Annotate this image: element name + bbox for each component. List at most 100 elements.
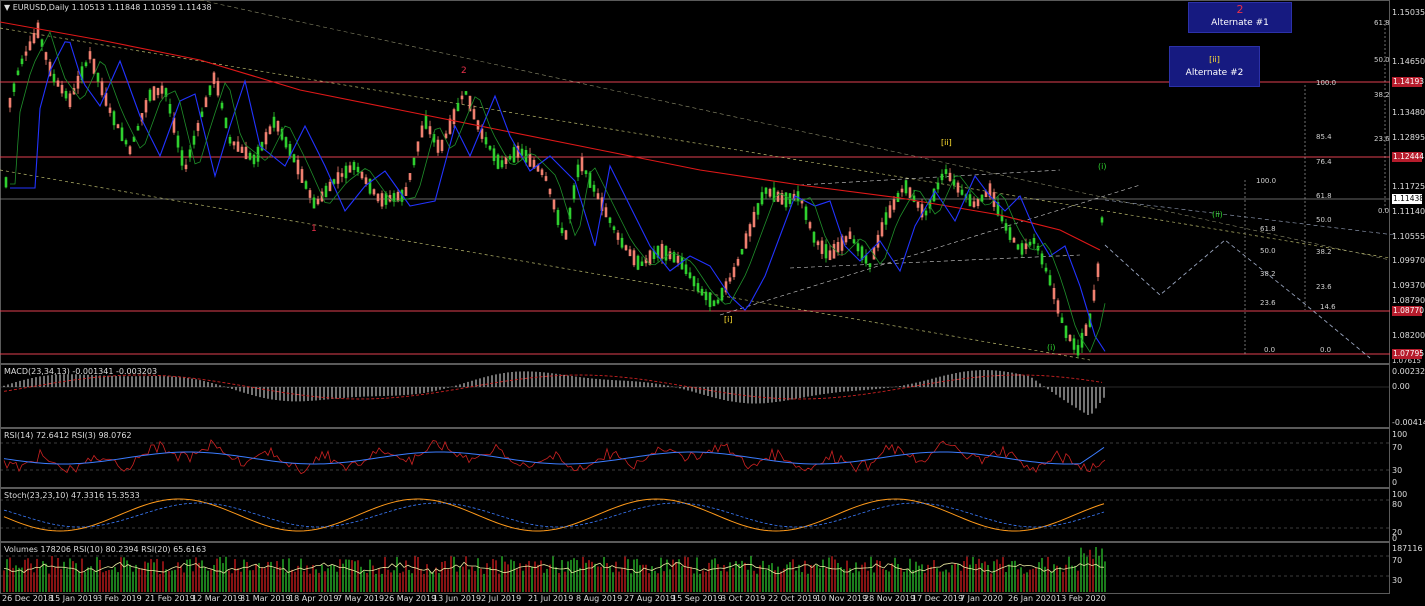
date-label: 13 Jun 2019 bbox=[433, 594, 482, 603]
candle-body bbox=[712, 300, 716, 307]
candle-body bbox=[656, 245, 660, 258]
candle-body bbox=[356, 166, 360, 173]
candle-body bbox=[296, 159, 300, 175]
candle-body bbox=[720, 287, 724, 301]
candle-body bbox=[860, 246, 864, 261]
candle-body bbox=[784, 192, 788, 208]
candle-body bbox=[1092, 289, 1096, 301]
fib-label: 14.6 bbox=[1320, 303, 1336, 311]
candle-body bbox=[736, 259, 740, 266]
candle-body bbox=[716, 299, 720, 304]
candle-body bbox=[136, 125, 140, 131]
fib-label: 38.2 bbox=[1374, 91, 1390, 99]
candle-body bbox=[272, 116, 276, 128]
candle-body bbox=[620, 237, 624, 248]
fib-label: 61.8 bbox=[1316, 192, 1332, 200]
candle-body bbox=[852, 239, 856, 244]
candle-body bbox=[528, 153, 532, 167]
main-chart-title: ▼ EURUSD,Daily 1.10513 1.11848 1.10359 1… bbox=[4, 3, 212, 12]
candle-body bbox=[1072, 338, 1076, 350]
date-label: 28 Nov 2019 bbox=[864, 594, 916, 603]
candle-body bbox=[108, 107, 112, 113]
candle-body bbox=[560, 227, 564, 234]
candle-body bbox=[252, 154, 256, 165]
candle-body bbox=[168, 104, 172, 114]
candle-body bbox=[112, 111, 116, 126]
candle-body bbox=[956, 182, 960, 193]
candle-body bbox=[780, 193, 784, 205]
candle-body bbox=[680, 257, 684, 270]
candle-body bbox=[664, 245, 668, 261]
main-chart-panel[interactable] bbox=[0, 0, 1390, 364]
candle-body bbox=[232, 141, 236, 146]
candle-body bbox=[868, 263, 872, 268]
candle-body bbox=[268, 126, 272, 135]
candle-body bbox=[284, 137, 288, 148]
candle-body bbox=[152, 86, 156, 101]
candle-body bbox=[104, 92, 108, 106]
candle-body bbox=[380, 193, 384, 207]
channel-lower-line bbox=[0, 169, 1091, 361]
candle-body bbox=[180, 150, 184, 166]
candle-body bbox=[376, 193, 380, 202]
candle-body bbox=[4, 177, 8, 188]
candle-body bbox=[692, 276, 696, 287]
stoch-main-line bbox=[3, 498, 1105, 532]
candle-body bbox=[204, 97, 208, 108]
candle-body bbox=[604, 207, 608, 218]
stoch-panel[interactable] bbox=[0, 488, 1390, 542]
candle-body bbox=[76, 75, 80, 89]
price-tick: 1.13480 bbox=[1392, 108, 1425, 117]
candle-body bbox=[760, 192, 764, 205]
current-price-tag: 1.11438 bbox=[1392, 194, 1425, 204]
ma-red-line bbox=[0, 21, 1101, 251]
price-tick: 1.09370 bbox=[1392, 281, 1425, 290]
candle-body bbox=[8, 97, 12, 108]
candle-body bbox=[1084, 324, 1088, 336]
alternate-2-number: [ii] bbox=[1209, 55, 1220, 64]
candle-body bbox=[944, 169, 948, 174]
candle-body bbox=[452, 109, 456, 125]
macd-title: MACD(23,34,13) -0.001341 -0.003203 bbox=[4, 367, 158, 376]
candle-body bbox=[624, 245, 628, 251]
macd-panel[interactable] bbox=[0, 364, 1390, 428]
alternate-2-box[interactable]: [ii] Alternate #2 bbox=[1169, 46, 1260, 87]
projection-path bbox=[1104, 239, 1371, 359]
volumes-title: Volumes 178206 RSI(10) 80.2394 RSI(20) 6… bbox=[4, 545, 207, 554]
date-label: 15 Jan 2019 bbox=[50, 594, 98, 603]
rsi-panel[interactable] bbox=[0, 428, 1390, 488]
candle-body bbox=[424, 115, 428, 129]
candle-body bbox=[128, 146, 132, 155]
candle-body bbox=[32, 32, 36, 44]
candle-body bbox=[200, 111, 204, 117]
candle-body bbox=[744, 233, 748, 249]
candle-body bbox=[64, 90, 68, 99]
macd-axis-tick: -0.004149 bbox=[1392, 418, 1425, 427]
candle-body bbox=[836, 242, 840, 253]
candle-body bbox=[912, 195, 916, 202]
rsi3-line bbox=[3, 439, 1106, 475]
candle-body bbox=[796, 191, 800, 201]
candle-body bbox=[824, 244, 828, 259]
date-label: 26 Dec 2018 bbox=[2, 594, 54, 603]
volumes-panel[interactable] bbox=[0, 542, 1390, 594]
candle-body bbox=[516, 145, 520, 158]
candle-body bbox=[16, 70, 20, 75]
alternate-1-box[interactable]: 2 Alternate #1 bbox=[1188, 2, 1292, 33]
wave-label-i-paren: (i) bbox=[1098, 162, 1107, 171]
candle-body bbox=[340, 173, 344, 177]
price-tick: 1.07615 bbox=[1392, 357, 1421, 365]
candle-body bbox=[936, 182, 940, 190]
candle-body bbox=[364, 177, 368, 184]
candle-body bbox=[1052, 287, 1056, 300]
candle-body bbox=[264, 132, 268, 145]
candle-body bbox=[608, 217, 612, 223]
rsi-axis-tick: 70 bbox=[1392, 443, 1403, 452]
candle-body bbox=[752, 211, 756, 228]
candle-body bbox=[924, 210, 928, 216]
candle-body bbox=[564, 230, 568, 240]
candle-body bbox=[404, 187, 408, 196]
fib-label: 0.0 bbox=[1320, 346, 1332, 354]
candle-body bbox=[176, 135, 180, 148]
